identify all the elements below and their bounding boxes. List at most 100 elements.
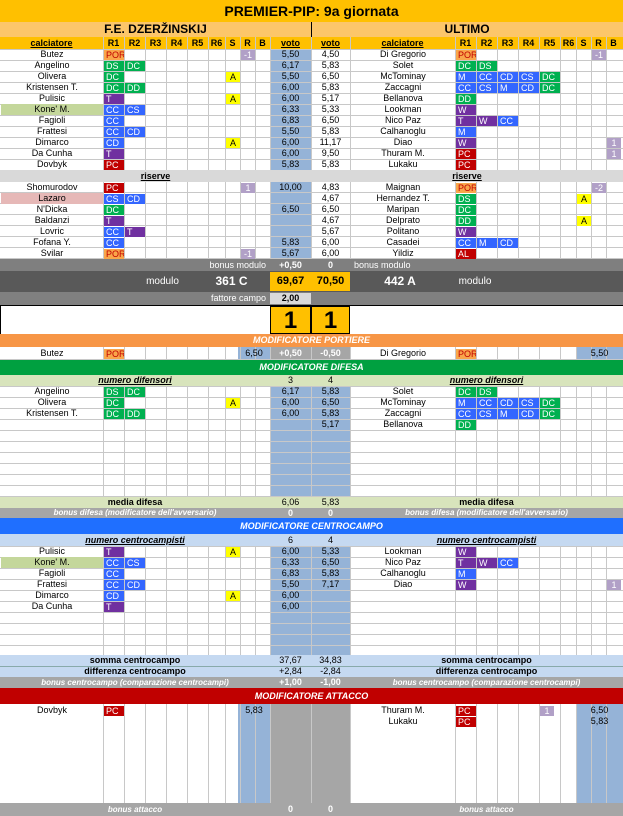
vote: 5,17 bbox=[321, 419, 340, 429]
player-name: Di Gregorio bbox=[379, 49, 426, 59]
vote: 6,33 bbox=[281, 557, 300, 567]
vote: 6,83 bbox=[281, 115, 300, 125]
row-label: bonus attacco bbox=[107, 805, 163, 814]
grid-line bbox=[311, 704, 312, 803]
row-label: bonus difesa (modificatore dell'avversar… bbox=[53, 508, 217, 517]
role-badge: M bbox=[498, 409, 518, 419]
role-badge: W bbox=[456, 105, 476, 115]
grid-line bbox=[518, 546, 519, 655]
value: 0 bbox=[287, 804, 293, 814]
player-name: Shomurodov bbox=[26, 182, 78, 192]
vote: 5,83 bbox=[281, 159, 300, 169]
player-name: Olivera bbox=[37, 397, 67, 407]
value: 3 bbox=[287, 375, 293, 385]
vote: 6,17 bbox=[281, 386, 300, 396]
cell-fill bbox=[0, 508, 623, 518]
grid-line bbox=[166, 546, 167, 655]
role-badge: DS bbox=[477, 387, 497, 397]
grid-line bbox=[0, 397, 623, 398]
role-badge: CS bbox=[125, 558, 145, 568]
role-badge: CC bbox=[498, 116, 518, 126]
player-name: Dimarco bbox=[35, 137, 69, 147]
player-name: Zaccagni bbox=[384, 82, 422, 92]
player-name: Thuram M. bbox=[381, 705, 425, 715]
column-header: R5 bbox=[191, 38, 204, 48]
grid-line bbox=[606, 546, 607, 655]
vote: 5,83 bbox=[245, 705, 263, 715]
grid-line bbox=[0, 214, 623, 215]
vote: 11,17 bbox=[319, 137, 342, 147]
vote: 5,50 bbox=[281, 126, 300, 136]
role-badge: CS bbox=[477, 83, 497, 93]
cell-fill bbox=[0, 259, 623, 271]
grid-line bbox=[0, 485, 623, 486]
grid-line bbox=[124, 546, 125, 655]
grid-line bbox=[0, 148, 623, 149]
vote: 6,00 bbox=[281, 590, 300, 600]
vote: 6,50 bbox=[321, 204, 340, 214]
grid-line bbox=[591, 546, 592, 655]
grid-line bbox=[0, 305, 1, 334]
vote: 6,00 bbox=[321, 248, 340, 258]
grid-line bbox=[0, 386, 623, 387]
column-header: R1 bbox=[459, 38, 472, 48]
player-name: Lookman bbox=[384, 104, 422, 114]
grid-line bbox=[0, 452, 623, 453]
grid-line bbox=[0, 568, 623, 569]
player-name: Lovric bbox=[39, 226, 64, 236]
column-header: R2 bbox=[128, 38, 141, 48]
result: 1 bbox=[270, 306, 311, 334]
column-header: voto bbox=[321, 38, 340, 48]
bonus-malus: 1 bbox=[607, 138, 621, 148]
role-badge: CC bbox=[104, 105, 124, 115]
role-badge: PC bbox=[456, 706, 476, 716]
role-badge: W bbox=[456, 138, 476, 148]
grid-line bbox=[0, 203, 623, 204]
vote: 5,50 bbox=[281, 579, 300, 589]
grid-line bbox=[0, 192, 623, 193]
vote: 6,50 bbox=[321, 71, 340, 81]
role-badge: CC bbox=[104, 580, 124, 590]
column-header: R4 bbox=[522, 38, 535, 48]
grid-line bbox=[497, 347, 498, 360]
bonus-malus: -1 bbox=[592, 50, 606, 60]
cell-fill bbox=[0, 375, 623, 386]
grid-line bbox=[518, 347, 519, 360]
value: 34,83 bbox=[319, 655, 342, 665]
vote: 5,17 bbox=[321, 93, 340, 103]
value: 6 bbox=[287, 535, 293, 545]
player-name: Solet bbox=[392, 60, 414, 70]
player-name: Dovbyk bbox=[36, 159, 67, 169]
role-badge: DS bbox=[456, 194, 476, 204]
role-badge: T bbox=[104, 94, 124, 104]
grid-line bbox=[270, 347, 271, 360]
grid-line bbox=[270, 546, 271, 655]
player-name: Frattesi bbox=[36, 126, 67, 136]
grid-line bbox=[187, 546, 188, 655]
grid-line bbox=[0, 60, 623, 61]
bonus-malus: -2 bbox=[592, 183, 606, 193]
vote: 5,83 bbox=[321, 82, 340, 92]
player-name: Pulisic bbox=[38, 93, 65, 103]
player-name: Da Cunha bbox=[31, 148, 73, 158]
player-name: Butez bbox=[40, 348, 64, 358]
grid-line bbox=[255, 704, 256, 803]
player-name: Zaccagni bbox=[384, 408, 422, 418]
role-badge: M bbox=[456, 72, 476, 82]
grid-line bbox=[0, 247, 623, 248]
grid-line bbox=[0, 115, 623, 116]
role-badge: DC bbox=[540, 409, 560, 419]
vote: 6,00 bbox=[321, 237, 340, 247]
cell-fill bbox=[576, 704, 623, 803]
grid-line bbox=[0, 634, 623, 635]
section-header: MODIFICATORE CENTROCAMPO bbox=[0, 518, 623, 534]
flag: A bbox=[577, 216, 591, 226]
result: 1 bbox=[311, 306, 350, 334]
value: 0 bbox=[287, 508, 293, 518]
grid-line bbox=[0, 419, 623, 420]
role-badge: CC bbox=[477, 398, 497, 408]
grid-line bbox=[518, 704, 519, 803]
vote: 6,00 bbox=[281, 546, 300, 556]
grid-line bbox=[350, 546, 351, 655]
role-badge: PC bbox=[456, 149, 476, 159]
